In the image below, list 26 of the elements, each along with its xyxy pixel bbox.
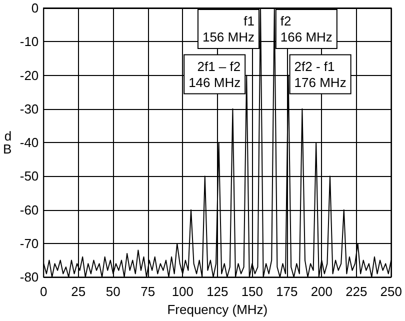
x-tick-label: 75 bbox=[140, 284, 156, 300]
x-tick-label: 225 bbox=[346, 284, 368, 300]
x-tick-label: 25 bbox=[71, 284, 86, 300]
y-tick-label: -80 bbox=[20, 270, 39, 285]
y-axis-title: dB bbox=[3, 128, 12, 157]
y-tick-label: -20 bbox=[20, 68, 39, 83]
x-tick-label: 250 bbox=[380, 284, 402, 300]
y-tick-label: -50 bbox=[20, 168, 39, 184]
y-tick-label: -70 bbox=[20, 236, 39, 251]
annotation: f2 166 MHz bbox=[280, 14, 332, 44]
line-series bbox=[43, 8, 392, 278]
x-tick-label: 200 bbox=[310, 284, 333, 300]
y-tick-label: -60 bbox=[20, 202, 39, 218]
annotation: 2f1 – f2 146 MHz bbox=[188, 58, 241, 90]
y-tick-label: -30 bbox=[20, 101, 39, 116]
annotation: f1 156 MHz bbox=[202, 14, 254, 44]
x-tick-label: 175 bbox=[276, 284, 298, 300]
x-axis-title: Frequency (MHz) bbox=[167, 302, 268, 317]
x-tick-label: 100 bbox=[172, 284, 194, 300]
x-tick-label: 125 bbox=[206, 284, 228, 300]
y-tick-label: -40 bbox=[20, 135, 39, 150]
annotation: 2f2 - f1 176 MHz bbox=[294, 58, 346, 90]
y-tick-label: -10 bbox=[20, 34, 39, 50]
x-tick-label: 150 bbox=[241, 284, 264, 300]
x-tick-label: 50 bbox=[106, 284, 120, 300]
y-tick-label: 0 bbox=[31, 0, 39, 16]
